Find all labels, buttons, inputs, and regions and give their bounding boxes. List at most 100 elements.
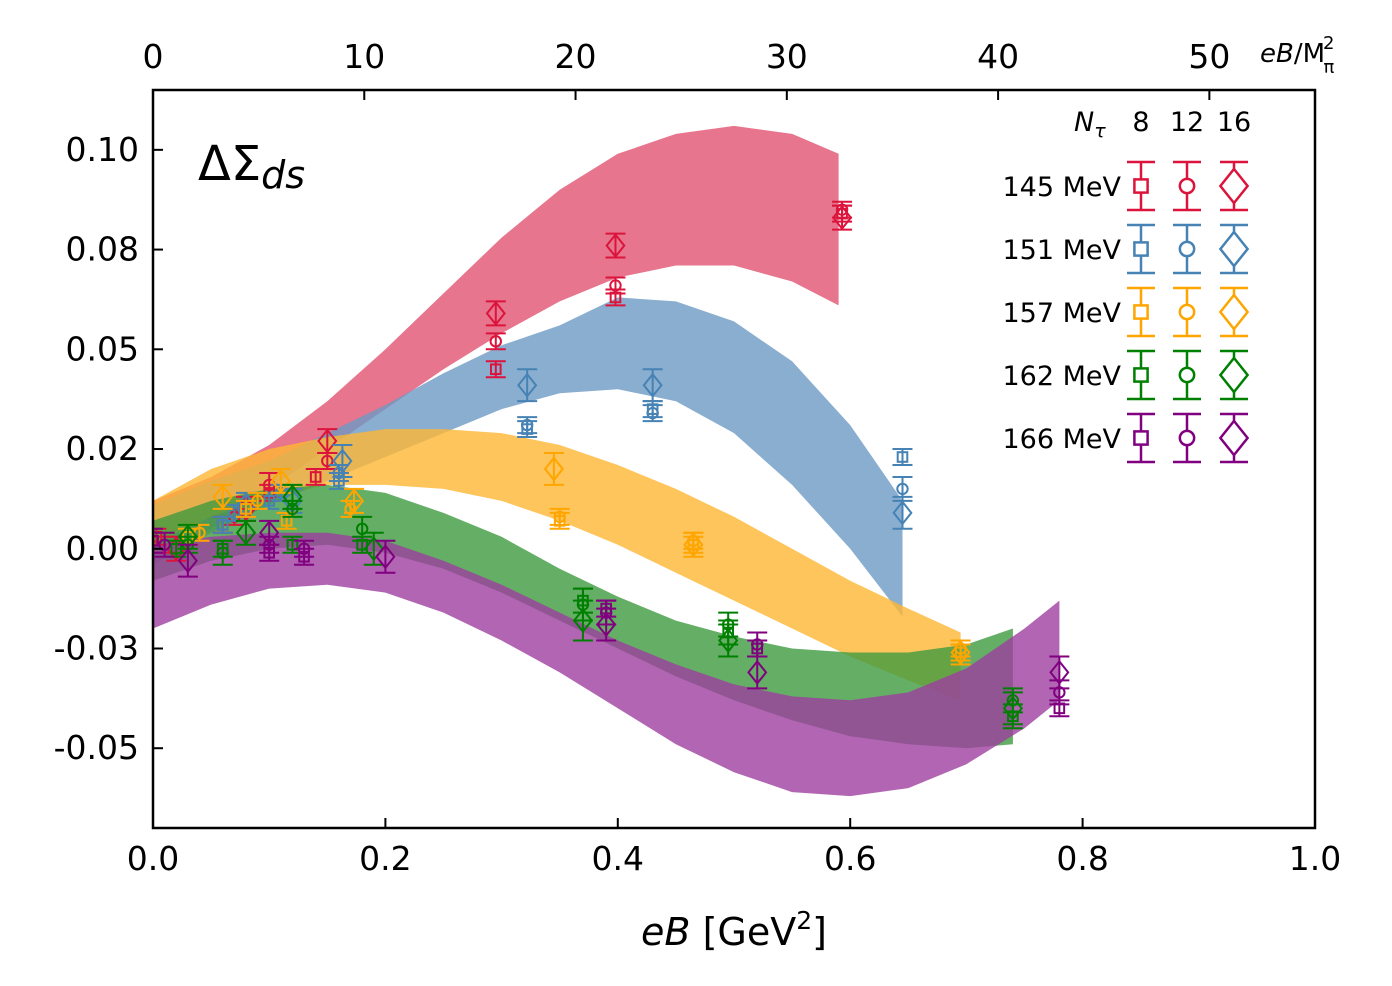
legend-header-16: 16 xyxy=(1217,107,1251,138)
legend-row-157-mev: 157 MeV xyxy=(1003,286,1250,338)
data-point-166-mev xyxy=(154,531,175,558)
marker-square xyxy=(286,538,299,551)
marker-diamond xyxy=(1049,659,1070,686)
legend-marker-diamond xyxy=(1218,292,1250,332)
marker-diamond xyxy=(517,372,538,398)
marker-diamond xyxy=(282,484,303,510)
legend-marker xyxy=(1133,241,1149,257)
data-point-166-mev xyxy=(177,543,198,578)
legend-row-145-mev: 145 MeV xyxy=(1003,160,1250,212)
top-axis-title: eB/M2 π xyxy=(1260,33,1335,78)
legend-label: 157 MeV xyxy=(1003,298,1122,329)
legend-marker xyxy=(1178,303,1196,321)
marker-diamond xyxy=(259,520,280,546)
marker-diamond xyxy=(718,627,739,654)
data-point-166-mev xyxy=(259,519,280,546)
data-point-166-mev xyxy=(153,527,163,554)
marker-diamond xyxy=(317,428,338,454)
data-point-166-mev xyxy=(596,607,617,642)
marker-square xyxy=(309,471,322,483)
legend-marker-diamond xyxy=(1218,166,1250,206)
marker-square xyxy=(896,451,909,463)
legend-marker-circle xyxy=(1178,240,1196,258)
marker-diamond xyxy=(177,548,198,574)
annotation-label: ΔΣds xyxy=(198,136,305,197)
legend-marker-square xyxy=(1133,241,1149,257)
marker-circle xyxy=(228,506,241,520)
marker-circle xyxy=(158,538,171,551)
tick-layer: 0.0 0.2 0.4 0.6 0.8 1.0 0.10 0.08 0.05 0.02 0.00 -0… xyxy=(54,37,1342,878)
marker-circle xyxy=(251,494,264,508)
y-tick-label: 0.05 xyxy=(66,329,139,368)
legend-marker xyxy=(1218,355,1250,395)
y-tick-label: 0.10 xyxy=(66,130,139,169)
legend-marker-circle xyxy=(1178,366,1196,384)
marker-circle xyxy=(646,406,659,420)
data-point-151-mev xyxy=(332,444,353,478)
marker-diamond xyxy=(950,639,971,666)
legend-marker-diamond xyxy=(1218,355,1250,395)
data-point-162-mev xyxy=(282,483,303,510)
data-point-145-mev xyxy=(831,204,853,231)
marker-circle xyxy=(297,542,311,555)
top-tick-label: 10 xyxy=(343,37,385,76)
data-point-157-mev xyxy=(543,452,564,486)
marker-diamond xyxy=(596,611,617,638)
legend-label: 145 MeV xyxy=(1003,172,1122,203)
marker-circle xyxy=(489,335,502,348)
plot-frame xyxy=(151,88,1317,830)
data-point-145-mev xyxy=(485,300,506,327)
data-point-162-mev xyxy=(1002,691,1023,726)
data-point-162-mev xyxy=(363,531,384,566)
data-point-157-mev xyxy=(343,487,365,514)
data-point-162-mev xyxy=(718,623,739,658)
top-tick-label: 20 xyxy=(555,37,597,76)
data-point-162-mev xyxy=(235,519,257,546)
data-point-151-mev xyxy=(642,368,663,403)
legend-marker xyxy=(1178,366,1196,384)
legend-marker xyxy=(1178,429,1196,447)
data-point-157-mev xyxy=(549,507,570,526)
legend-marker xyxy=(1218,418,1250,458)
marker-diamond xyxy=(363,536,384,562)
legend-marker-square xyxy=(1133,367,1149,383)
data-point-145-mev xyxy=(485,360,506,379)
legend-marker-circle xyxy=(1178,429,1196,447)
data-point-157-mev xyxy=(212,483,233,510)
data-point-157-mev xyxy=(247,491,268,510)
y-tick-label: 0.00 xyxy=(66,529,139,568)
data-point-151-mev xyxy=(212,515,233,534)
legend-marker-circle xyxy=(1178,303,1196,321)
legend-marker-diamond xyxy=(1218,418,1250,458)
data-point-151-mev xyxy=(517,416,538,435)
legend-marker xyxy=(1178,240,1196,258)
y-tick-label: -0.03 xyxy=(54,628,139,667)
data-point-145-mev xyxy=(605,276,626,295)
legend-marker xyxy=(1218,229,1250,269)
marker-square xyxy=(489,363,502,376)
data-point-157-mev xyxy=(950,639,971,666)
marker-diamond xyxy=(1002,695,1023,721)
band-151-mev xyxy=(153,297,903,617)
marker-diamond xyxy=(605,232,626,259)
marker-diamond xyxy=(270,468,291,494)
data-point-162-mev xyxy=(212,539,233,566)
points-layer xyxy=(153,200,1070,730)
legend-marker xyxy=(1218,166,1250,206)
legend-header-12: 12 xyxy=(1170,107,1204,138)
data-point-151-mev xyxy=(642,404,663,423)
legend-header-8: 8 xyxy=(1132,107,1149,138)
legend-label: 151 MeV xyxy=(1003,235,1122,266)
x-tick-label: 0.6 xyxy=(824,839,876,878)
marker-circle xyxy=(896,482,909,496)
data-point-145-mev xyxy=(485,332,506,351)
data-point-157-mev xyxy=(683,531,704,558)
marker-square xyxy=(216,519,229,531)
x-axis-title: eB [GeV2] xyxy=(641,906,827,954)
x-tick-label: 0.4 xyxy=(592,839,644,878)
legend-marker xyxy=(1133,367,1149,383)
legend-marker-square xyxy=(1133,178,1149,194)
legend-marker-square xyxy=(1133,304,1149,320)
legend-marker-circle xyxy=(1178,177,1196,195)
legend-marker xyxy=(1178,177,1196,195)
